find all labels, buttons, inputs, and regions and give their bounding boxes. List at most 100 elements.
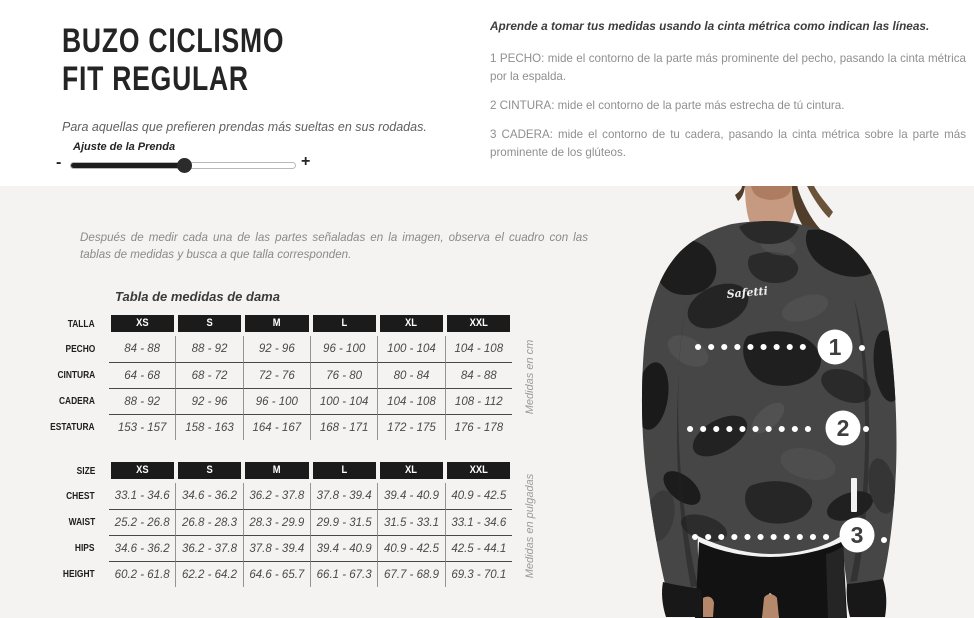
side-label-inches: Medidas en pulgadas [524, 473, 536, 579]
size-column-header: XL [378, 315, 445, 332]
measurement-cell: 34.6 - 36.2 [109, 535, 176, 561]
measurement-cell: 36.2 - 37.8 [242, 483, 310, 509]
page-subtitle: Para aquellas que prefieren prendas más … [62, 120, 427, 134]
measurement-cell: 158 - 163 [175, 414, 243, 440]
size-column-header: S [176, 315, 243, 332]
cell-text: L [341, 317, 347, 329]
measurement-cell: 34.6 - 36.2 [175, 483, 242, 509]
model-neck [745, 186, 798, 233]
measurement-cell: 88 - 92 [109, 388, 176, 414]
table-row: CADERA 88 - 92 92 - 96 96 - 100 100 - 104 104… [40, 388, 512, 414]
size-column-header: L [311, 315, 378, 332]
table-corner-label: SIZE [40, 462, 109, 479]
measurement-cell: 67.7 - 68.9 [377, 561, 445, 587]
measurement-cell: 33.1 - 34.6 [114, 490, 170, 502]
measurement-cell: 96 - 100 [242, 388, 310, 414]
measurement-cell: 84 - 88 [444, 362, 512, 388]
measurement-cell: 39.4 - 40.9 [377, 483, 444, 509]
measurement-cell: 64.6 - 65.7 [242, 561, 310, 587]
size-column-header: XXL [445, 462, 512, 479]
measurement-cell: 60.2 - 61.8 [109, 561, 176, 587]
size-column-header: L [311, 462, 378, 479]
cell-text: XXL [469, 317, 488, 329]
table-row: HIPS 34.6 - 36.2 36.2 - 37.8 37.8 - 39.4 39.… [40, 535, 512, 561]
row-label: HIPS [40, 535, 109, 561]
measurement-cell: 84 - 88 [124, 343, 161, 355]
measurement-cell: 100 - 104 [309, 388, 378, 414]
sleeve-shadow-right [850, 298, 870, 582]
sleeve-shadow-left [676, 301, 698, 587]
measurement-cell: 26.8 - 28.3 [175, 509, 243, 535]
measurement-cell: 40.9 - 42.5 [377, 535, 445, 561]
cell-text: HEIGHT [63, 568, 95, 580]
fit-slider-thumb[interactable] [177, 158, 193, 173]
measurement-cell: 72 - 76 [242, 362, 310, 388]
measure-line-waist-dot [863, 426, 869, 432]
cell-text: S [206, 317, 213, 329]
measurement-cell: 66.1 - 67.3 [309, 561, 378, 587]
instructions-lead: Aprende a tomar tus medidas usando la ci… [490, 19, 930, 33]
cell-text: XXL [469, 464, 488, 476]
brand-logo-text: Safetti [726, 284, 768, 301]
fit-slider-fill [71, 163, 186, 168]
measurement-cell: 25.2 - 26.8 [109, 509, 176, 535]
cell-text: S [206, 464, 213, 476]
cell-text: SIZE [76, 464, 95, 477]
side-label-cm: Medidas en cm [524, 339, 536, 415]
model-gloves [662, 579, 887, 617]
table-corner-label: TALLA [40, 315, 109, 332]
measurement-cell: 172 - 175 [377, 414, 445, 440]
instruction-step-hips: 3 CADERA: mide el contorno de tu cadera,… [490, 127, 966, 159]
table-row: WAIST 25.2 - 26.8 26.8 - 28.3 28.3 - 29.9 29… [40, 509, 512, 535]
row-label: WAIST [40, 509, 109, 535]
measure-marker-1: 1 [817, 329, 853, 365]
table-row: HEIGHT 60.2 - 61.8 62.2 - 64.2 64.6 - 65.7 6… [40, 561, 512, 587]
measurement-cell: 176 - 178 [444, 414, 512, 440]
measurement-cell: 36.2 - 37.8 [175, 535, 243, 561]
row-label: PECHO [40, 336, 109, 362]
size-table-inches: SIZE XS S M L XL XXL CHEST 33.1 - 34.6 34.6 - 36.… [40, 462, 512, 587]
size-column-header: XS [109, 462, 176, 479]
measuring-note: Después de medir cada una de las partes … [80, 231, 588, 262]
measurement-cell: 29.9 - 31.5 [309, 509, 378, 535]
measurement-cell: 28.3 - 29.9 [242, 509, 310, 535]
table-row: ESTATURA 153 - 157 158 - 163 164 - 167 168 -… [40, 414, 512, 440]
measurement-cell: 104 - 108 [377, 388, 445, 414]
measurement-cell: 68 - 72 [175, 362, 243, 388]
row-label: CHEST [40, 483, 109, 509]
marker-1-number: 1 [829, 334, 842, 360]
model-photo: Safetti 1 2 3 [641, 186, 897, 618]
size-column-header: M [243, 462, 310, 479]
measurement-cell: 168 - 171 [309, 414, 378, 440]
size-column-header: XXL [445, 315, 512, 332]
measurement-cell: 100 - 104 [377, 336, 444, 362]
row-label: HEIGHT [40, 561, 109, 587]
size-table-caption: Tabla de medidas de dama [115, 289, 280, 304]
measurement-cell: 31.5 - 33.1 [377, 509, 445, 535]
marker-3-number: 3 [851, 522, 864, 548]
page-title: BUZO CICLISMO FIT REGULAR [62, 22, 347, 98]
cell-text: CADERA [59, 395, 95, 407]
side-seam-tag [851, 478, 857, 512]
measure-marker-2: 2 [825, 410, 861, 446]
measurement-cell: 64 - 68 [109, 362, 176, 388]
row-label: CINTURA [40, 362, 109, 388]
marker-2-number: 2 [837, 415, 850, 441]
measurement-cell: 37.8 - 39.4 [242, 535, 310, 561]
cell-text: TALLA [68, 317, 95, 330]
slider-plus-label: + [301, 153, 311, 170]
table-row: CINTURA 64 - 68 68 - 72 72 - 76 76 - 80 80 - … [40, 362, 512, 388]
page-title-line1: BUZO CICLISMO [62, 22, 285, 60]
cell-text: CHEST [66, 490, 95, 502]
instruction-step-chest: 1 PECHO: mide el contorno de la parte má… [490, 51, 966, 83]
page-title-line2: FIT REGULAR [62, 60, 249, 98]
measurement-cell: 80 - 84 [377, 362, 445, 388]
measurement-cell: 33.1 - 34.6 [444, 509, 512, 535]
row-label: CADERA [40, 388, 109, 414]
measurement-cell: 153 - 157 [109, 414, 176, 440]
fit-slider-track[interactable] [70, 158, 296, 173]
cell-text: XS [136, 464, 149, 476]
measuring-instructions: Aprende a tomar tus medidas usando la ci… [490, 18, 966, 173]
camo-pattern [641, 229, 897, 542]
